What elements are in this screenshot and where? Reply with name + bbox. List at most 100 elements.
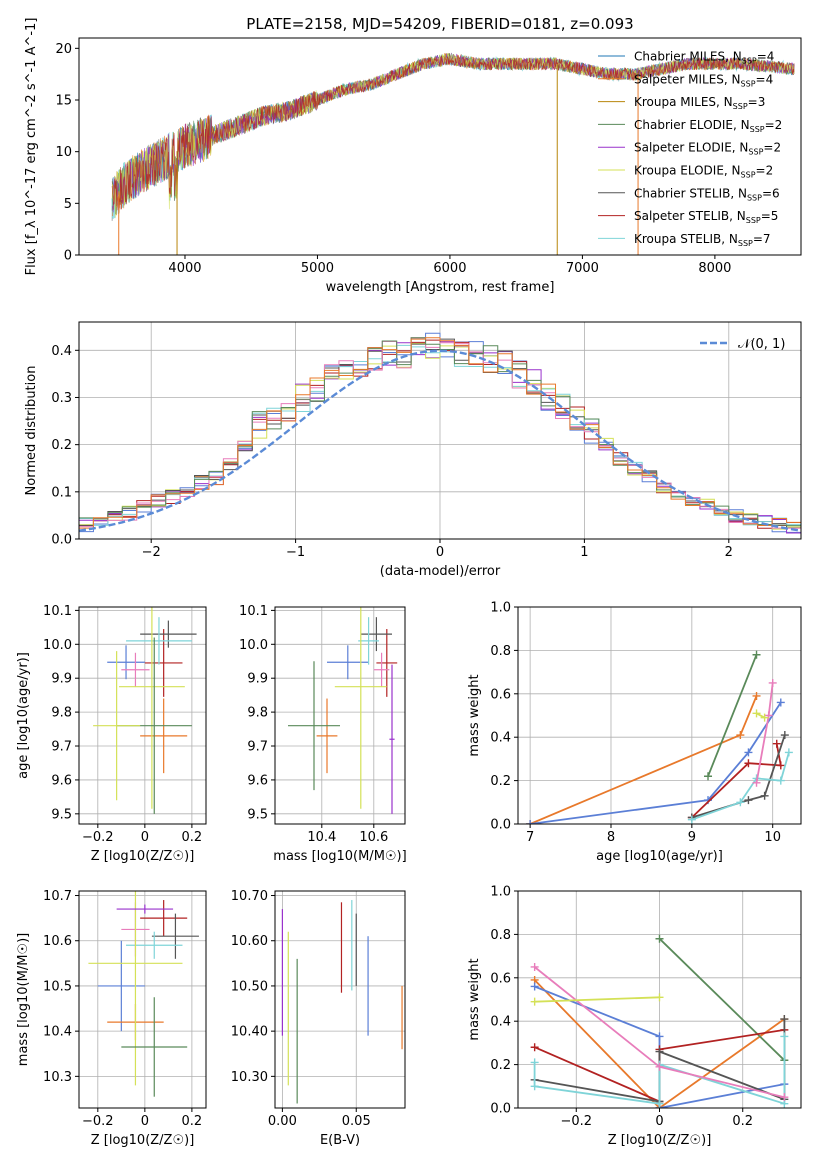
chart-panel-1: −2 −1 0 1 2 0.0 0.1 0.2 0.3 0.4 (data-model)/error… [24,321,802,579]
x-tick-label: 0 [655,1114,663,1129]
plot-area [111,52,795,255]
x-tick-label: 0 [141,1114,149,1129]
data-point-marker [530,982,539,991]
mass-weight-series-line [529,695,758,824]
y-axis-label: Normed distribution [24,366,39,496]
axes-frame [78,606,207,825]
data-point-marker [768,678,777,687]
data-point-marker [530,1058,539,1067]
x-axis-label: wavelength [Angstrom, rest frame] [326,280,555,295]
chart-panel-2: −0.2 0 0.2 9.5 9.6 9.7 9.8 9.9 10.0 10.1 Z [log10(… [16,604,207,864]
y-tick-label: 1.0 [490,885,511,900]
plot-area [526,650,793,824]
chart-panel-7: −0.2 0 0.2 0.0 0.2 0.4 0.6 0.8 1.0 Z [log10(Z/Z☉)… [467,885,802,1148]
data-point-marker [764,711,773,720]
plot-area [93,607,197,814]
x-tick-label: −0.2 [82,830,114,845]
x-tick-label: 10 [764,830,781,845]
data-point-marker [655,1062,664,1071]
x-tick-label: −0.2 [82,1114,114,1129]
data-point-marker [760,791,769,800]
y-tick-label: 0.2 [51,438,72,453]
data-point-marker [655,1099,664,1108]
data-point-marker [687,815,696,824]
y-tick-label: 10.4 [43,1025,72,1040]
data-point-marker [752,691,761,700]
y-axis-label: age [log10(age/yr)] [16,652,31,779]
data-point-marker [780,1093,789,1102]
y-tick-label: 10.50 [231,979,268,994]
x-tick-label: 4000 [168,261,201,276]
y-tick-label: 1.0 [490,601,511,616]
x-tick-label: 1 [580,545,588,560]
x-tick-label: 0.05 [342,1114,371,1129]
y-tick-label: 0.4 [490,1015,511,1030]
data-point-marker [752,709,761,718]
spectrum-series-line [111,54,795,214]
data-point-marker [655,1047,664,1056]
x-tick-label: −2 [142,545,161,560]
y-tick-label: 10.60 [231,934,268,949]
chart-panel-6: 0.00 0.05 10.30 10.40 10.50 10.60 10.70 E(B-V) [231,889,406,1148]
y-tick-label: 0.0 [490,818,511,833]
y-tick-label: 0.2 [490,1058,511,1073]
y-tick-label: 9.7 [51,740,72,755]
y-tick-label: 10.70 [231,889,268,904]
histogram-series [79,337,801,539]
y-tick-label: 10.0 [239,638,268,653]
legend-entry-label: Kroupa STELIB, NSSP=7 [634,232,771,248]
x-tick-label: 6000 [433,261,466,276]
y-tick-label: 15 [55,94,72,109]
y-tick-label: 10.3 [43,1070,72,1085]
chart-panel-5: −0.2 0 0.2 10.3 10.4 10.5 10.6 10.7 Z [log10(Z/Z… [16,889,207,1148]
mass-weight-series-line [755,682,774,783]
y-tick-label: 9.8 [51,706,72,721]
plot-area [530,934,789,1108]
x-tick-label: 8000 [698,261,731,276]
y-tick-label: 9.9 [51,672,72,687]
x-tick-label: 0 [141,830,149,845]
x-tick-label: 0.2 [182,830,203,845]
data-point-marker [655,993,664,1002]
x-tick-label: 0 [436,545,444,560]
y-tick-label: 9.5 [247,807,268,822]
x-tick-label: 10.6 [359,830,388,845]
y-tick-label: 10.7 [43,889,72,904]
legend-entry-label: Kroupa MILES, NSSP=3 [634,95,765,111]
x-tick-label: 5000 [301,261,334,276]
y-tick-label: 10 [55,145,72,160]
x-axis-label: mass [log10(M/M☉)] [273,849,406,864]
y-tick-label: 0.6 [490,687,511,702]
x-tick-label: 0.2 [732,1114,753,1129]
y-tick-label: 0.0 [51,533,72,548]
x-tick-label: −0.2 [560,1114,592,1129]
data-point-marker [744,759,753,768]
mass-weight-series-line [534,996,660,1003]
y-tick-label: 10.0 [43,638,72,653]
x-axis-label: Z [log10(Z/Z☉)] [608,1133,712,1148]
data-point-marker [776,698,785,707]
x-tick-label: 2 [725,545,733,560]
y-tick-label: 0.8 [490,644,511,659]
legend-entry-label: Chabrier MILES, NSSP=4 [634,50,774,66]
data-point-marker [776,761,785,770]
x-tick-label: 9 [688,830,696,845]
mass-weight-series-line [707,654,758,777]
x-axis-label: Z [log10(Z/Z☉)] [91,1133,195,1148]
data-point-marker [784,748,793,757]
data-point-marker [780,1032,789,1041]
data-point-marker [760,713,769,722]
y-tick-label: 0.3 [51,391,72,406]
x-axis-label: age [log10(age/yr)] [596,849,723,864]
y-tick-label: 0.8 [490,928,511,943]
y-tick-label: 9.6 [247,773,268,788]
legend-entry-label: 𝒩(0, 1) [738,337,785,352]
chart-panel-4: 7 8 9 10 0.0 0.2 0.4 0.6 0.8 1.0 age [log10(age/yr… [467,601,802,864]
y-tick-label: 0.0 [490,1102,511,1117]
y-tick-label: 0.6 [490,971,511,986]
normal-curve [79,349,801,532]
y-axis-label: Flux [f_λ 10^-17 erg cm^-2 s^-1 A^-1] [24,18,39,276]
y-tick-label: 0 [64,249,72,264]
data-point-marker [744,796,753,805]
data-point-marker [655,1032,664,1041]
